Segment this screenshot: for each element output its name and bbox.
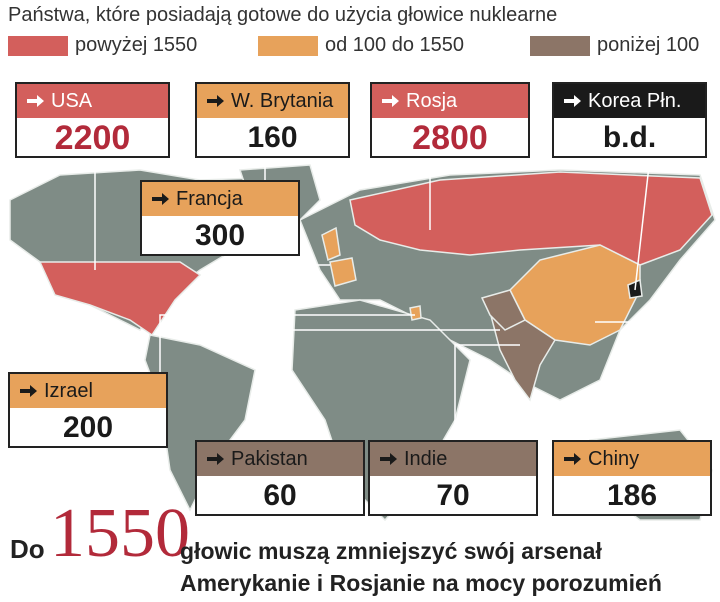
callout: Francja 300 bbox=[140, 180, 300, 256]
callout-header: Chiny bbox=[554, 442, 710, 476]
footer-line: Amerykanie i Rosjanie na mocy porozumień bbox=[180, 570, 662, 596]
callout: Korea Płn. b.d. bbox=[552, 82, 707, 158]
country-name: W. Brytania bbox=[231, 90, 334, 112]
legend-swatch bbox=[258, 36, 318, 56]
warhead-count: 2200 bbox=[54, 119, 131, 157]
callout: W. Brytania 160 bbox=[195, 82, 350, 158]
warhead-count: 300 bbox=[194, 219, 246, 252]
arrow-icon bbox=[380, 453, 397, 465]
arrow-icon bbox=[564, 453, 581, 465]
legend-label: poniżej 100 bbox=[597, 34, 700, 56]
legend-label: od 100 do 1550 bbox=[325, 34, 465, 56]
callout-header: Korea Płn. bbox=[554, 84, 705, 118]
callout-header: W. Brytania bbox=[197, 84, 348, 118]
warhead-count: b.d. bbox=[602, 121, 657, 154]
country-name: USA bbox=[51, 90, 93, 112]
warhead-count: 186 bbox=[606, 479, 658, 512]
warhead-count: 70 bbox=[436, 479, 470, 512]
country-name: Indie bbox=[404, 448, 448, 470]
country-name: Rosja bbox=[406, 90, 458, 112]
legend-swatch bbox=[530, 36, 590, 56]
arrow-icon bbox=[207, 95, 224, 107]
callout-header: Pakistan bbox=[197, 442, 363, 476]
arrow-icon bbox=[382, 95, 399, 107]
callout-header: Rosja bbox=[372, 84, 528, 118]
callout-header: Izrael bbox=[10, 374, 166, 408]
legend-swatch bbox=[8, 36, 68, 56]
warhead-count: 60 bbox=[263, 479, 297, 512]
callout-header: Indie bbox=[370, 442, 536, 476]
legend-label: powyżej 1550 bbox=[75, 34, 198, 56]
arrow-icon bbox=[27, 95, 44, 107]
callout-header: USA bbox=[17, 84, 168, 118]
arrow-icon bbox=[20, 385, 37, 397]
footer-prefix: Do bbox=[10, 534, 45, 564]
title: Państwa, które posiadają gotowe do użyci… bbox=[8, 4, 558, 26]
arrow-icon bbox=[152, 193, 169, 205]
arrow-icon bbox=[207, 453, 224, 465]
arrow-icon bbox=[564, 95, 581, 107]
callout: Izrael 200 bbox=[8, 372, 168, 448]
country-name: Pakistan bbox=[231, 448, 308, 470]
callout: Indie 70 bbox=[368, 440, 538, 516]
warhead-count: 2800 bbox=[412, 119, 488, 157]
callout: USA 2200 bbox=[15, 82, 170, 158]
callout-header: Francja bbox=[142, 182, 298, 216]
country-name: Chiny bbox=[588, 448, 640, 470]
callout: Pakistan 60 bbox=[195, 440, 365, 516]
footer-line: głowic muszą zmniejszyć swój arsenał bbox=[180, 538, 602, 564]
callout: Chiny 186 bbox=[552, 440, 712, 516]
callout: Rosja 2800 bbox=[370, 82, 530, 158]
warhead-count: 200 bbox=[62, 411, 114, 444]
country-name: Izrael bbox=[44, 380, 93, 402]
country-name: Francja bbox=[176, 188, 243, 210]
country-name: Korea Płn. bbox=[588, 90, 682, 112]
footer-number: 1550 bbox=[50, 495, 190, 572]
warhead-count: 160 bbox=[247, 121, 298, 154]
